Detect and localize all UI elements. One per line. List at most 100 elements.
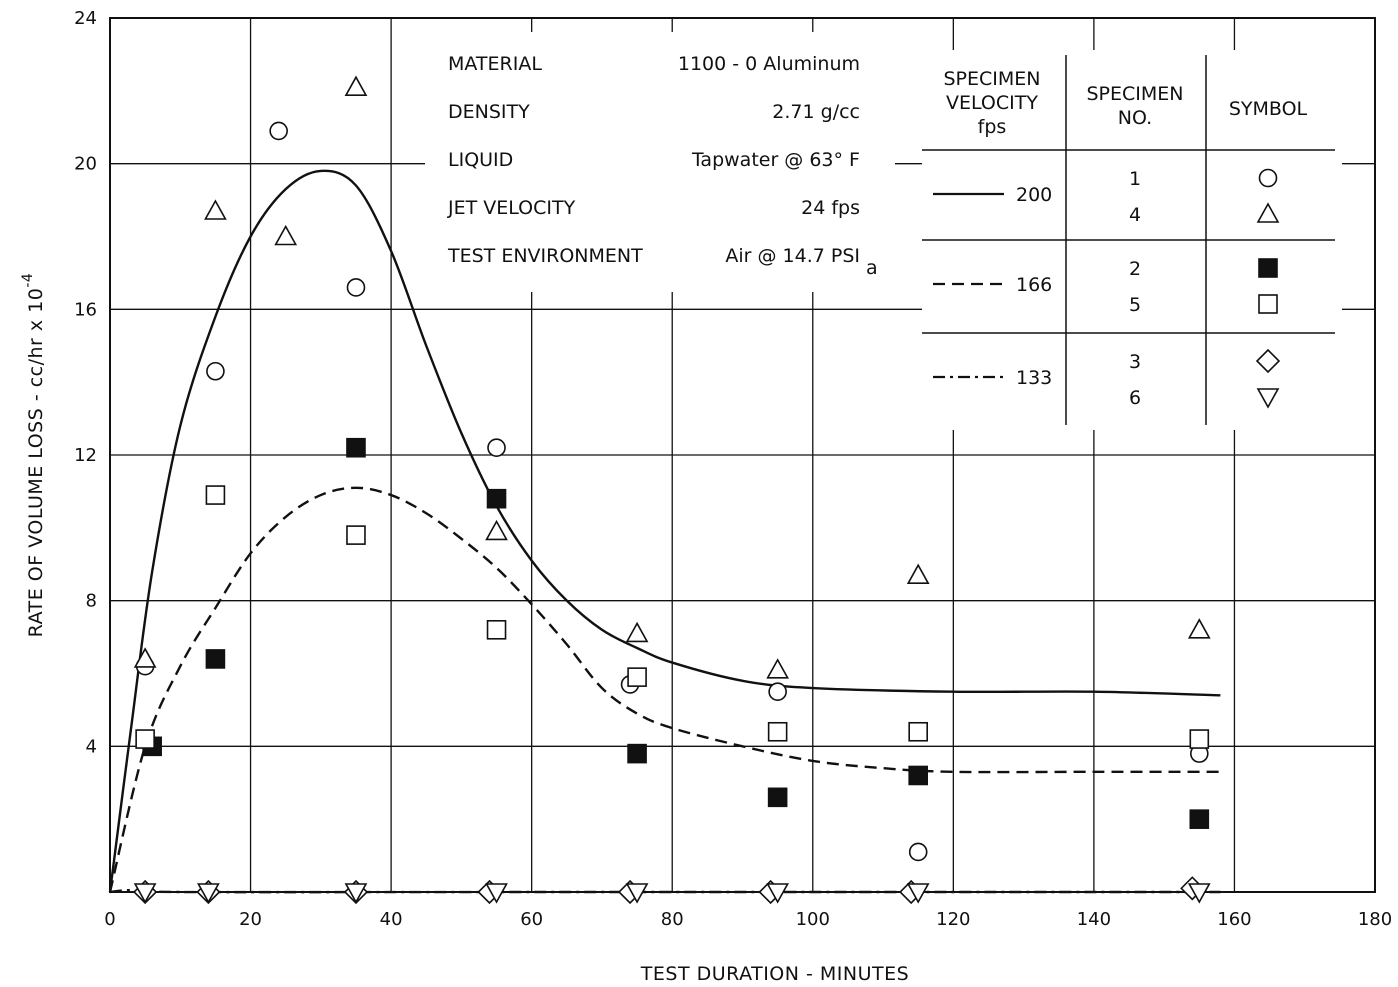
data-point-specimen-6 (1187, 883, 1211, 904)
data-point-specimen-5 (1189, 729, 1210, 749)
condition-value: Tapwater @ 63° F (691, 149, 860, 171)
legend-symbol-square-filled (1258, 258, 1278, 278)
y-tick-label: 12 (74, 445, 97, 466)
data-point-specimen-2 (627, 743, 647, 764)
legend-specimen-no: 1 (1129, 168, 1141, 190)
data-point-specimen-2 (1189, 809, 1210, 829)
legend-specimen-no: 4 (1129, 204, 1141, 226)
data-point-specimen-2 (767, 787, 788, 808)
x-tick-label: 140 (1077, 909, 1111, 930)
condition-label: MATERIAL (448, 53, 542, 75)
data-point-specimen-1 (346, 278, 366, 297)
data-point-specimen-4 (906, 563, 930, 584)
data-point-specimen-2 (908, 765, 928, 786)
legend-symbol-triangle-up (1256, 202, 1280, 223)
y-tick-label: 16 (74, 299, 97, 320)
legend-header-specimen: NO. (1118, 107, 1152, 129)
x-tick-label: 0 (104, 909, 115, 930)
data-point-specimen-5 (346, 525, 366, 545)
condition-subscript: a (866, 257, 878, 279)
y-tick-labels: 4 8 12 16 20 24 (74, 8, 97, 757)
legend-specimen-no: 6 (1129, 387, 1141, 409)
data-point-specimen-4 (204, 199, 227, 220)
y-tick-label: 20 (74, 154, 97, 175)
x-tick-label: 60 (520, 909, 543, 930)
x-tick-label: 40 (380, 909, 403, 930)
data-point-specimen-1 (206, 361, 225, 381)
curve-133-fps (109, 888, 1221, 894)
y-tick-label: 8 (86, 591, 97, 612)
legend-specimen-no: 2 (1129, 258, 1141, 280)
y-tick-label: 4 (86, 736, 97, 757)
data-point-specimen-6 (344, 883, 368, 904)
legend-specimen-no: 5 (1129, 294, 1141, 316)
condition-value: 24 fps (801, 197, 860, 219)
condition-label: JET VELOCITY (447, 197, 576, 219)
data-point-specimen-6 (906, 883, 930, 904)
curve-200-fps (108, 169, 1221, 893)
condition-value: 2.71 g/cc (772, 101, 860, 123)
y-axis-title-exponent: -4 (20, 273, 36, 288)
legend-symbol-diamond (1255, 348, 1281, 374)
legend-specimen-no: 3 (1129, 351, 1141, 373)
x-tick-label: 120 (936, 909, 970, 930)
conditions-box (425, 32, 895, 292)
data-point-specimen-1 (487, 438, 506, 458)
data-point-specimen-4 (766, 658, 789, 679)
data-point-specimen-4 (344, 75, 368, 96)
curve-166-fps (108, 486, 1221, 893)
y-axis-title: RATE OF VOLUME LOSS - cc/hr x 10-4 (20, 273, 47, 638)
condition-label: TEST ENVIRONMENT (447, 245, 643, 267)
y-axis-title-group: RATE OF VOLUME LOSS - cc/hr x 10-4 (20, 273, 47, 638)
x-tick-labels: 0 20 40 60 80 100 120 140 160 180 (104, 909, 1392, 930)
legend-velocity: 200 (1016, 184, 1052, 206)
data-point-specimen-5 (908, 721, 928, 742)
data-point-specimen-6 (485, 883, 508, 904)
legend-header-specimen: SPECIMEN (1086, 83, 1183, 105)
legend-header-velocity: fps (978, 116, 1007, 138)
legend-symbol-square (1258, 294, 1278, 314)
data-point-specimen-2 (486, 488, 507, 509)
legend-velocity: 133 (1016, 367, 1052, 389)
data-point-specimen-4 (485, 519, 508, 541)
data-point-specimen-6 (766, 883, 789, 904)
legend-header-velocity: SPECIMEN (943, 68, 1040, 90)
data-point-specimen-5 (627, 667, 647, 687)
x-tick-label: 160 (1217, 909, 1251, 930)
legend-symbol-circle (1258, 168, 1278, 188)
data-point-specimen-5 (767, 721, 788, 742)
data-point-specimen-6 (197, 883, 220, 904)
condition-label: LIQUID (448, 149, 513, 171)
data-point-specimen-5 (135, 729, 155, 749)
data-point-specimen-4 (1187, 618, 1211, 639)
x-tick-label: 100 (796, 909, 830, 930)
condition-value: Air @ 14.7 PSI (725, 245, 860, 267)
data-point-specimen-2 (346, 437, 366, 458)
x-tick-label: 80 (661, 909, 684, 930)
data-point-specimen-5 (486, 619, 507, 640)
curves (108, 169, 1221, 894)
data-point-specimen-6 (133, 883, 157, 904)
legend-header-symbol: SYMBOL (1229, 98, 1308, 120)
data-point-specimen-2 (205, 649, 226, 669)
legend-header-velocity: VELOCITY (946, 92, 1038, 114)
data-point-specimen-6 (625, 883, 649, 904)
x-axis-title: TEST DURATION - MINUTES (640, 963, 909, 985)
condition-label: DENSITY (448, 101, 530, 123)
data-point-specimen-4 (274, 224, 298, 246)
data-point-specimen-1 (269, 121, 288, 141)
data-markers (133, 75, 1211, 905)
legend-velocity: 166 (1016, 274, 1052, 296)
y-axis-title-main: RATE OF VOLUME LOSS - cc/hr x 10 (25, 288, 47, 638)
y-tick-label: 24 (74, 8, 97, 29)
x-tick-label: 20 (239, 909, 262, 930)
data-point-specimen-1 (768, 682, 787, 702)
condition-value: 1100 - 0 Aluminum (678, 53, 860, 75)
data-point-specimen-1 (908, 842, 928, 862)
test-conditions: MATERIAL 1100 - 0 Aluminum DENSITY 2.71 g/c… (447, 53, 878, 279)
x-tick-label: 180 (1358, 909, 1392, 930)
data-point-specimen-4 (625, 621, 649, 643)
data-point-specimen-5 (205, 485, 226, 505)
